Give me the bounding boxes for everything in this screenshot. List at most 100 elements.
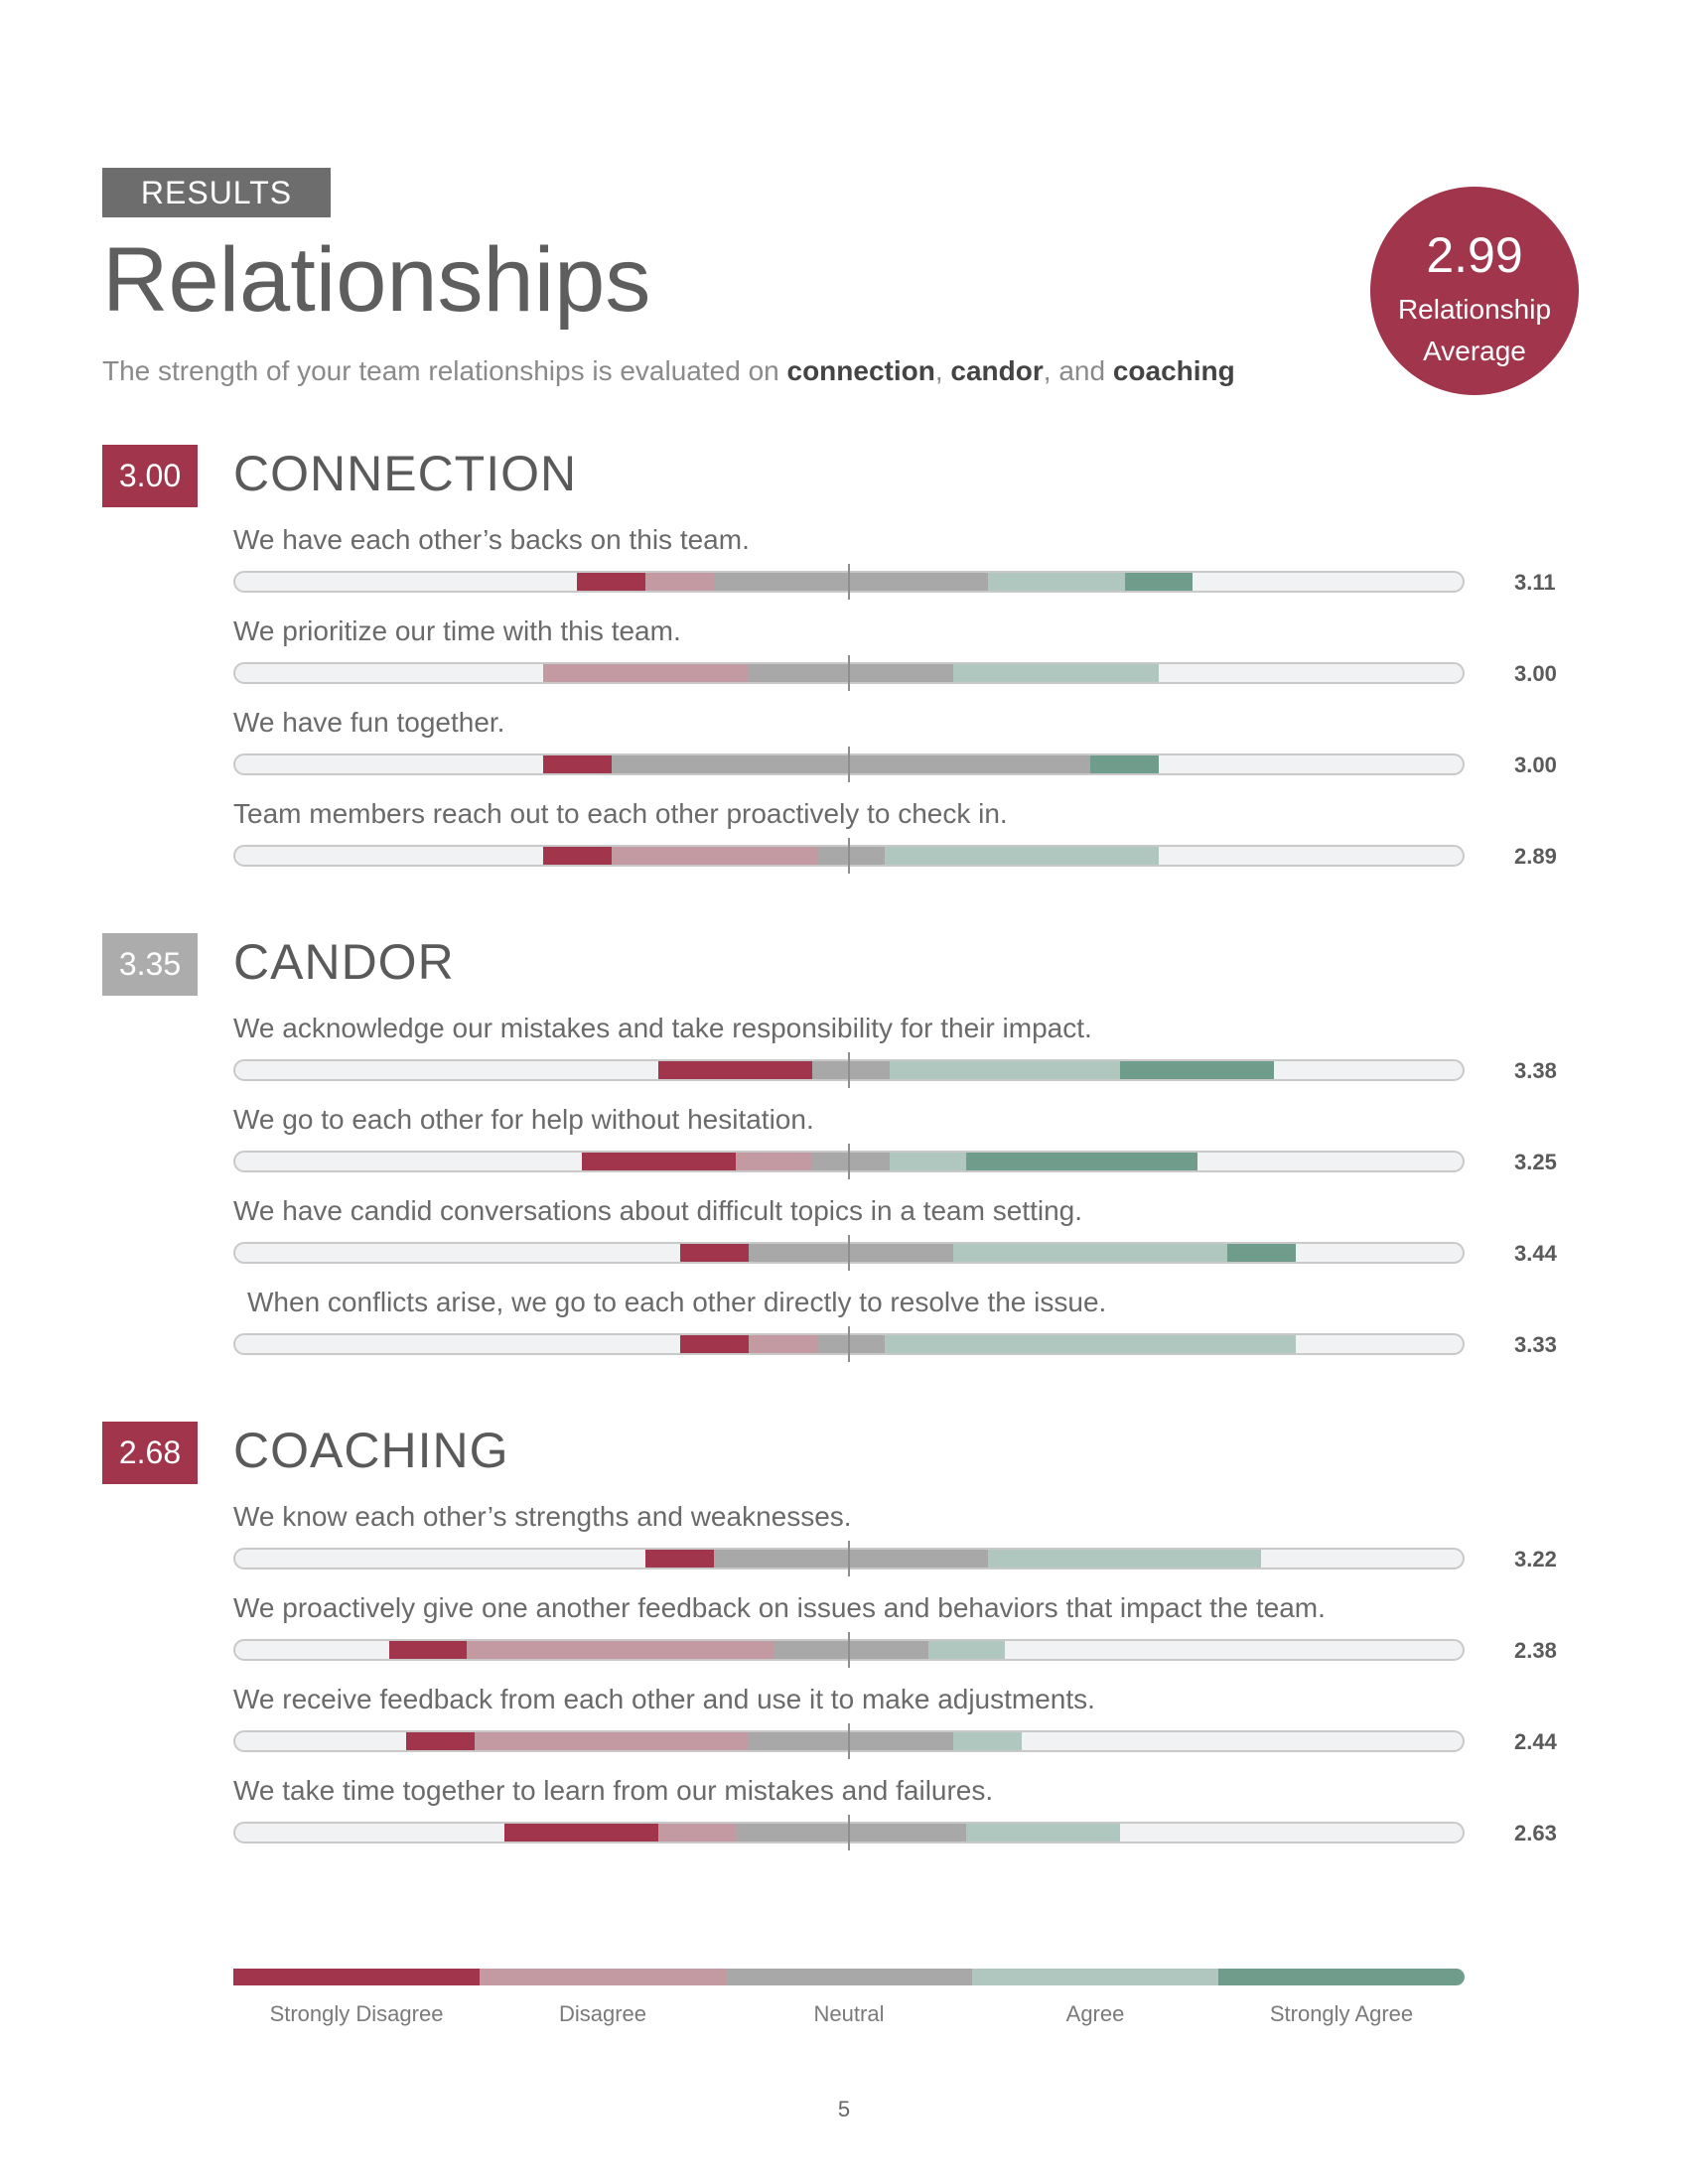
- segment-strongly-disagree: [577, 573, 646, 591]
- item-score: 3.33: [1514, 1332, 1557, 1357]
- segment-neutral: [812, 1153, 890, 1170]
- item-score: 2.38: [1514, 1638, 1557, 1663]
- question-text: We take time together to learn from our …: [233, 1775, 994, 1806]
- legend-swatch-strongly-agree: [1218, 1969, 1465, 1985]
- legend-swatch-neutral: [726, 1969, 972, 1985]
- segment-agree: [953, 1244, 1227, 1262]
- legend-swatch-disagree: [480, 1969, 726, 1985]
- segment-neutral: [714, 573, 988, 591]
- relationship-average-badge: 2.99 Relationship Average: [1370, 187, 1579, 395]
- question-text: We have candid conversations about diffi…: [233, 1195, 1083, 1226]
- question-text: We go to each other for help without hes…: [233, 1104, 814, 1135]
- relationship-average-value: 2.99: [1426, 227, 1523, 283]
- subtitle-connection: connection: [786, 355, 935, 386]
- question-text: Team members reach out to each other pro…: [233, 798, 1008, 829]
- segment-strongly-disagree: [645, 1550, 715, 1568]
- segment-strongly-disagree: [406, 1732, 476, 1750]
- segment-agree: [889, 1153, 967, 1170]
- segment-strongly-disagree: [542, 847, 612, 865]
- subtitle-coaching: coaching: [1112, 355, 1235, 386]
- segment-disagree: [466, 1641, 774, 1659]
- segment-strongly-agree: [966, 1153, 1197, 1170]
- segment-disagree: [658, 1824, 736, 1842]
- question-text: When conflicts arise, we go to each othe…: [247, 1287, 1107, 1317]
- legend-label-neutral: Neutral: [813, 2001, 885, 2026]
- section-score-badge: 3.35: [102, 933, 198, 996]
- question-text: We have each other’s backs on this team.: [233, 524, 750, 555]
- legend-swatch-strongly-disagree: [233, 1969, 480, 1985]
- question-text: We know each other’s strengths and weakn…: [233, 1501, 852, 1532]
- item-score: 3.25: [1514, 1150, 1557, 1174]
- segment-agree: [953, 1732, 1023, 1750]
- segment-agree: [885, 847, 1159, 865]
- segment-disagree: [475, 1732, 749, 1750]
- item-score: 2.63: [1514, 1821, 1557, 1845]
- segment-neutral: [611, 755, 1091, 773]
- segment-neutral: [812, 1061, 890, 1079]
- legend-label-agree: Agree: [1065, 2001, 1125, 2026]
- neutral-midline: [848, 747, 850, 782]
- segment-agree: [953, 664, 1160, 682]
- results-label: RESULTS: [102, 168, 331, 217]
- segment-disagree: [611, 847, 817, 865]
- relationship-average-label: Relationship Average: [1370, 289, 1579, 372]
- segment-disagree: [542, 664, 749, 682]
- segment-strongly-disagree: [679, 1335, 749, 1353]
- segment-agree: [987, 573, 1125, 591]
- neutral-midline: [848, 564, 850, 600]
- segment-neutral: [774, 1641, 928, 1659]
- neutral-midline: [848, 1052, 850, 1088]
- question-text: We prioritize our time with this team.: [233, 615, 681, 646]
- section-title: COACHING: [233, 1423, 509, 1478]
- item-score: 3.44: [1514, 1241, 1557, 1266]
- segment-strongly-disagree: [658, 1061, 813, 1079]
- neutral-midline: [848, 1723, 850, 1759]
- segment-strongly-agree: [1120, 1061, 1275, 1079]
- average-label-line1: Relationship: [1397, 294, 1552, 325]
- segment-neutral: [714, 1550, 988, 1568]
- average-label-line2: Average: [1423, 336, 1526, 366]
- neutral-midline: [848, 1235, 850, 1271]
- segment-neutral: [748, 1244, 954, 1262]
- page-subtitle: The strength of your team relationships …: [102, 355, 1235, 387]
- neutral-midline: [848, 838, 850, 874]
- segment-agree: [885, 1335, 1296, 1353]
- segment-neutral: [816, 847, 886, 865]
- section-title: CONNECTION: [233, 446, 578, 501]
- legend-swatch-agree: [972, 1969, 1218, 1985]
- item-score: 3.00: [1514, 661, 1557, 686]
- neutral-midline: [848, 1632, 850, 1668]
- neutral-midline: [848, 655, 850, 691]
- segment-neutral: [735, 1824, 967, 1842]
- segment-agree: [927, 1641, 1005, 1659]
- segment-neutral: [748, 664, 954, 682]
- segment-disagree: [645, 573, 715, 591]
- segment-strongly-disagree: [542, 755, 612, 773]
- item-score: 2.89: [1514, 844, 1557, 869]
- segment-agree: [889, 1061, 1121, 1079]
- question-text: We have fun together.: [233, 707, 505, 738]
- segment-strongly-disagree: [504, 1824, 659, 1842]
- subtitle-separator: ,: [934, 355, 951, 386]
- item-score: 3.11: [1514, 570, 1556, 595]
- question-text: We receive feedback from each other and …: [233, 1684, 1095, 1714]
- segment-strongly-agree: [1226, 1244, 1296, 1262]
- legend-label-disagree: Disagree: [558, 2001, 647, 2026]
- segment-agree: [987, 1550, 1262, 1568]
- page-number: 5: [837, 2097, 851, 2121]
- neutral-midline: [848, 1541, 850, 1576]
- neutral-midline: [848, 1815, 850, 1850]
- subtitle-separator: , and: [1043, 355, 1113, 386]
- question-text: We proactively give one another feedback…: [233, 1592, 1326, 1623]
- section-title: CANDOR: [233, 934, 455, 990]
- segment-strongly-disagree: [679, 1244, 749, 1262]
- segment-neutral: [816, 1335, 886, 1353]
- item-score: 3.22: [1514, 1547, 1557, 1571]
- segment-strongly-agree: [1124, 573, 1194, 591]
- subtitle-candor: candor: [950, 355, 1044, 386]
- item-score: 3.00: [1514, 752, 1557, 777]
- subtitle-text: The strength of your team relationships …: [102, 355, 787, 386]
- question-text: We acknowledge our mistakes and take res…: [233, 1013, 1092, 1043]
- legend-label-strongly-disagree: Strongly Disagree: [269, 2001, 444, 2026]
- item-score: 3.38: [1514, 1058, 1557, 1083]
